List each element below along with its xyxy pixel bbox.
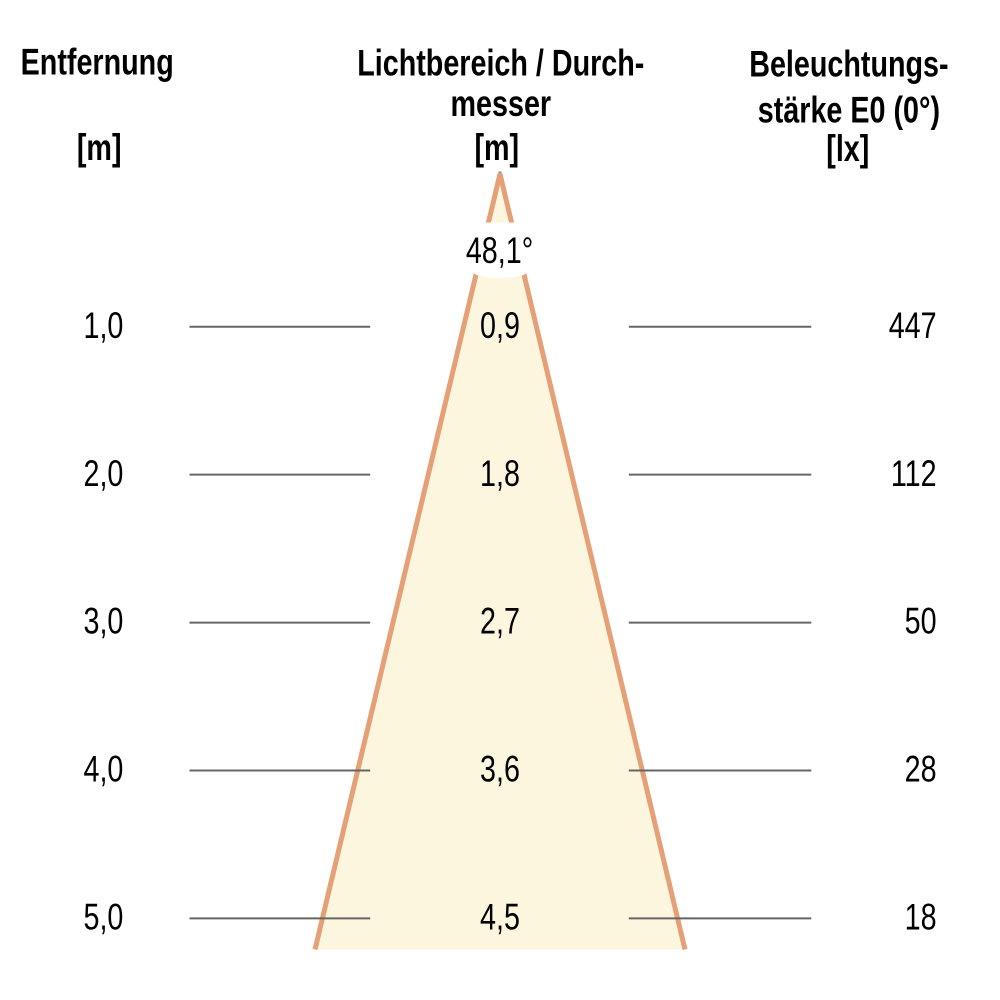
svg-text:112: 112 [891,453,937,494]
svg-text:4,0: 4,0 [83,749,123,790]
svg-text:3,0: 3,0 [83,601,123,642]
svg-text:2,7: 2,7 [480,601,520,642]
svg-text:28: 28 [905,749,937,790]
svg-text:stärke E0 (0°): stärke E0 (0°) [758,90,940,131]
svg-text:[m]: [m] [77,128,122,169]
svg-text:messer: messer [451,84,552,125]
svg-text:Lichtbereich / Durch-: Lichtbereich / Durch- [357,43,644,84]
svg-text:447: 447 [889,305,937,346]
svg-text:Entfernung: Entfernung [21,42,174,83]
svg-text:0,9: 0,9 [480,305,520,346]
svg-text:4,5: 4,5 [480,897,520,938]
svg-text:5,0: 5,0 [83,897,123,938]
svg-text:Beleuchtungs-: Beleuchtungs- [749,44,948,85]
svg-text:18: 18 [905,897,937,938]
svg-text:3,6: 3,6 [480,749,520,790]
svg-text:[lx]: [lx] [826,129,869,170]
svg-text:50: 50 [905,601,937,642]
svg-text:[m]: [m] [474,128,519,169]
svg-text:48,1°: 48,1° [466,230,533,271]
svg-text:1,0: 1,0 [83,305,123,346]
svg-text:2,0: 2,0 [83,453,123,494]
svg-text:1,8: 1,8 [480,453,520,494]
